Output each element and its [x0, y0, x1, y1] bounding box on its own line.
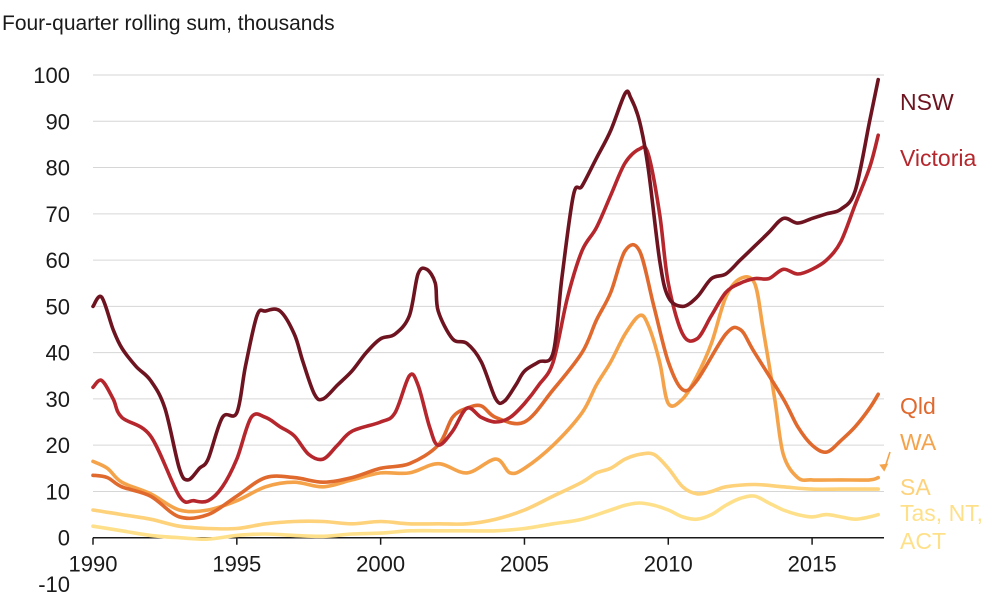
series-label-sa: SA — [900, 474, 931, 500]
x-tick-label: 1995 — [212, 552, 261, 577]
gridlines — [92, 74, 884, 545]
y-tick-label: 20 — [46, 433, 70, 458]
x-axis-tick-labels: 1990 1995 2000 2005 2010 2015 — [69, 552, 837, 577]
x-tick-label: 1990 — [69, 552, 118, 577]
series-line-victoria — [91, 133, 880, 504]
y-tick-label: 60 — [46, 248, 70, 273]
series-label-line: WA — [900, 429, 937, 455]
series-line-qld — [91, 242, 880, 521]
y-tick-label: 70 — [46, 202, 70, 227]
y-tick-label: 40 — [46, 341, 70, 366]
y-tick-label: 10 — [46, 479, 70, 504]
y-tick-label: 100 — [33, 63, 70, 88]
x-tick-label: 2015 — [788, 552, 837, 577]
series-label-wa: WA — [900, 429, 937, 455]
y-tick-label: 30 — [46, 387, 70, 412]
series-line-nsw — [91, 77, 880, 482]
y-tick-label: 0 — [58, 526, 70, 551]
series-label-line: NSW — [900, 89, 954, 115]
series-label-line: Victoria — [900, 145, 976, 171]
series-label-line: SA — [900, 474, 931, 500]
x-tick-label: 2010 — [644, 552, 693, 577]
series-label-line: ACT — [900, 528, 946, 554]
series-label-victoria: Victoria — [900, 145, 976, 171]
series-label-qld: Qld — [900, 393, 936, 419]
chart-subtitle: Four-quarter rolling sum, thousands — [2, 12, 335, 35]
series-line-wa — [91, 275, 880, 514]
series-line-sa — [91, 451, 880, 531]
x-tick-label: 2005 — [500, 552, 549, 577]
series-lines — [91, 77, 880, 541]
y-tick-label: -10 — [38, 572, 70, 597]
y-axis-tick-labels: -10 0 10 20 30 40 50 60 70 80 90 100 — [33, 63, 70, 597]
wa-label-arrowhead — [879, 463, 889, 472]
y-tick-label: 80 — [46, 156, 70, 181]
y-tick-label: 90 — [46, 109, 70, 134]
series-label-tas-nt-act: Tas, NT, ACT — [900, 500, 983, 554]
series-label-nsw: NSW — [900, 89, 954, 115]
series-label-line: Qld — [900, 393, 936, 419]
series-label-line: Tas, NT, — [900, 500, 983, 526]
y-tick-label: 50 — [46, 294, 70, 319]
series-line-tas-nt-act — [91, 494, 880, 541]
x-tick-label: 2000 — [356, 552, 405, 577]
